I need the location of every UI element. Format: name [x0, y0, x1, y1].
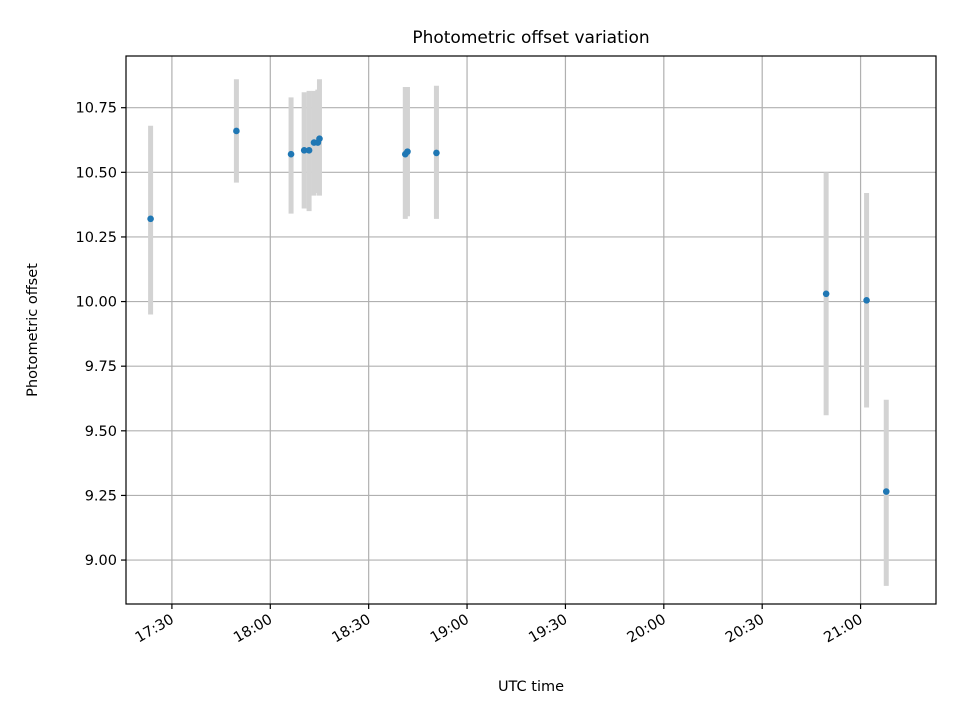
y-tick-label: 9.75: [85, 359, 117, 375]
y-tick-label: 9.50: [85, 424, 117, 440]
grid: [126, 56, 936, 604]
y-axis-label: Photometric offset: [25, 263, 41, 397]
data-point: [287, 150, 295, 158]
data-point: [300, 147, 308, 154]
y-tick-label: 10.50: [75, 165, 117, 181]
data-point: [433, 149, 440, 157]
data-point: [233, 127, 240, 135]
data-point: [305, 147, 313, 154]
data-point: [404, 148, 411, 155]
data-point: [863, 296, 870, 304]
chart-title: Photometric offset variation: [412, 28, 649, 48]
y-tick-label: 10.75: [75, 101, 117, 117]
y-tick-label: 10.00: [75, 295, 117, 311]
data-point: [316, 135, 323, 143]
data-points: [147, 127, 890, 495]
data-point: [147, 215, 154, 223]
data-point: [822, 290, 830, 298]
y-axis-ticks: 9.00 9.25 9.50 9.75 10.00 10.25 10.50 10.75: [75, 101, 126, 569]
y-tick-label: 10.25: [75, 230, 117, 246]
y-tick-label: 9.25: [85, 488, 117, 504]
data-point: [882, 488, 890, 495]
plot-frame: [125, 55, 937, 605]
y-tick-label: 9.00: [85, 553, 117, 569]
x-axis-label: UTC time: [498, 679, 564, 695]
